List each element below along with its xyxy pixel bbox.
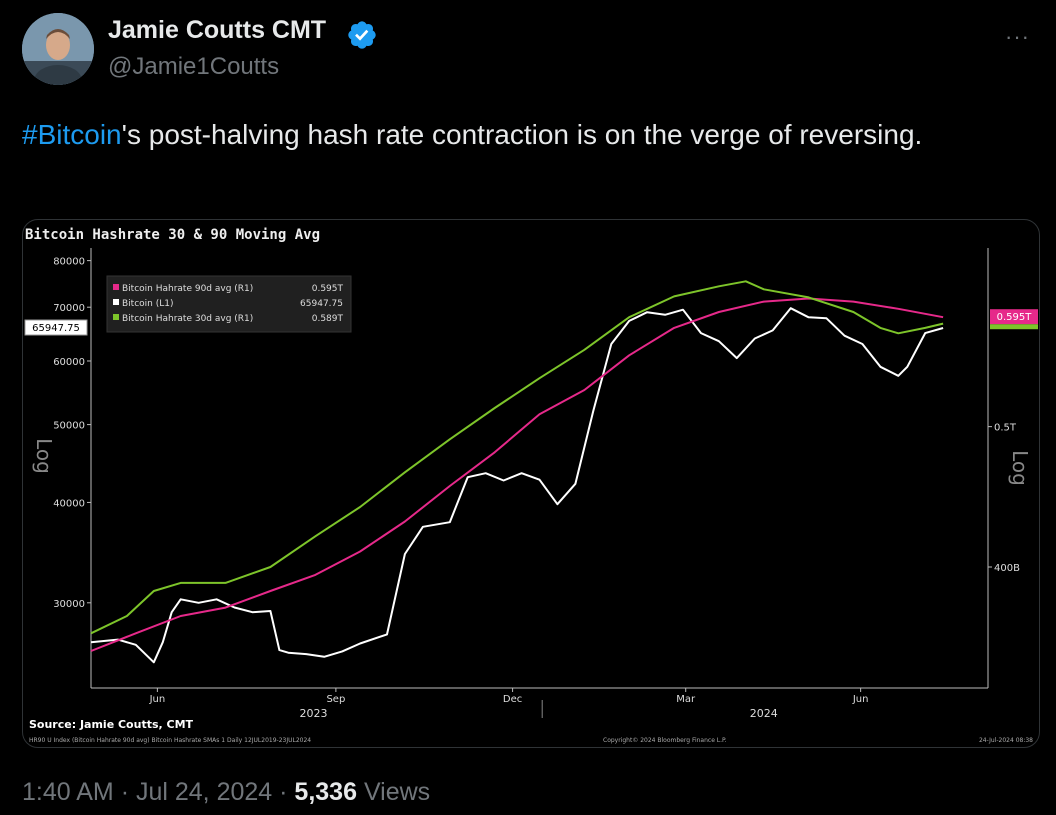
chart-source: Source: Jamie Coutts, CMT xyxy=(29,718,194,731)
legend-box xyxy=(106,275,352,333)
right-axis-label: Log xyxy=(1008,450,1032,486)
x-tick-label: Mar xyxy=(676,694,696,705)
tweet-date[interactable]: Jul 24, 2024 xyxy=(135,778,273,806)
right-last-tag-ma30 xyxy=(990,324,1038,330)
views-count: 5,336 xyxy=(294,778,357,806)
legend-label: Bitcoin Hahrate 90d avg (R1) xyxy=(122,284,253,294)
legend-swatch xyxy=(113,299,119,305)
legend-value: 0.589T xyxy=(312,314,344,324)
tweet-meta: 1:40 AM · Jul 24, 2024 · 5,336 Views xyxy=(22,778,430,807)
legend-swatch xyxy=(113,284,119,290)
tweet-text: #Bitcoin's post-halving hash rate contra… xyxy=(22,112,1022,157)
legend-swatch xyxy=(113,314,119,320)
hashrate-chart: Bitcoin Hashrate 30 & 90 Moving Avg 80000… xyxy=(24,227,1038,744)
meta-separator: · xyxy=(120,778,130,806)
left-tick-label: 60000 xyxy=(53,357,85,368)
left-axis-label: Log xyxy=(32,438,56,474)
x-tick-label: Jun xyxy=(852,694,869,705)
series-line-ma30 xyxy=(90,280,944,635)
year-label: 2023 xyxy=(299,707,327,720)
x-tick-label: Sep xyxy=(326,694,345,705)
right-last-tag-ma90 xyxy=(990,309,1038,325)
views-label: Views xyxy=(363,778,431,806)
left-tick-label: 80000 xyxy=(53,257,85,268)
author-handle[interactable]: @Jamie1Coutts xyxy=(108,53,280,80)
avatar-image xyxy=(22,13,94,85)
legend-label: Bitcoin Hahrate 30d avg (R1) xyxy=(122,314,253,324)
meta-separator: · xyxy=(279,778,288,806)
author-name[interactable]: Jamie Coutts CMT xyxy=(108,16,327,44)
tweet-body: 's post-halving hash rate contraction is… xyxy=(121,119,923,150)
last-price-label: 65947.75 xyxy=(32,323,80,334)
x-tick-label: Dec xyxy=(503,694,522,705)
hashtag-link[interactable]: #Bitcoin xyxy=(22,119,122,150)
more-options-icon[interactable]: ··· xyxy=(1005,24,1030,49)
year-label: 2024 xyxy=(750,707,778,720)
right-tick-label: 0.5T xyxy=(994,423,1017,434)
left-tick-label: 40000 xyxy=(53,498,85,509)
legend-value: 0.595T xyxy=(312,284,344,294)
series-line-ma90 xyxy=(90,297,944,652)
tweet-time[interactable]: 1:40 AM xyxy=(22,778,114,806)
left-tick-label: 30000 xyxy=(53,599,85,610)
author-avatar[interactable] xyxy=(22,13,94,85)
right-tick-label: 400B xyxy=(994,563,1020,574)
legend-value: 65947.75 xyxy=(300,299,343,309)
chart-image[interactable]: Bitcoin Hashrate 30 & 90 Moving Avg 80000… xyxy=(22,219,1040,748)
chart-title: Bitcoin Hashrate 30 & 90 Moving Avg xyxy=(25,227,320,243)
chart-timestamp: 24-Jul-2024 08:38 xyxy=(979,737,1033,744)
verified-badge-icon xyxy=(348,21,376,49)
left-tick-label: 70000 xyxy=(53,303,85,314)
x-tick-label: Jun xyxy=(149,694,166,705)
legend-label: Bitcoin (L1) xyxy=(122,299,174,309)
left-tick-label: 50000 xyxy=(53,421,85,432)
chart-copyright: Copyright© 2024 Bloomberg Finance L.P. xyxy=(603,737,727,744)
chart-footnote: HR90 U Index (Bitcoin Hahrate 90d avg) B… xyxy=(29,737,311,744)
right-last-label: 0.595T xyxy=(997,312,1033,323)
series-line-price xyxy=(90,307,944,664)
last-price-tag xyxy=(24,319,88,336)
